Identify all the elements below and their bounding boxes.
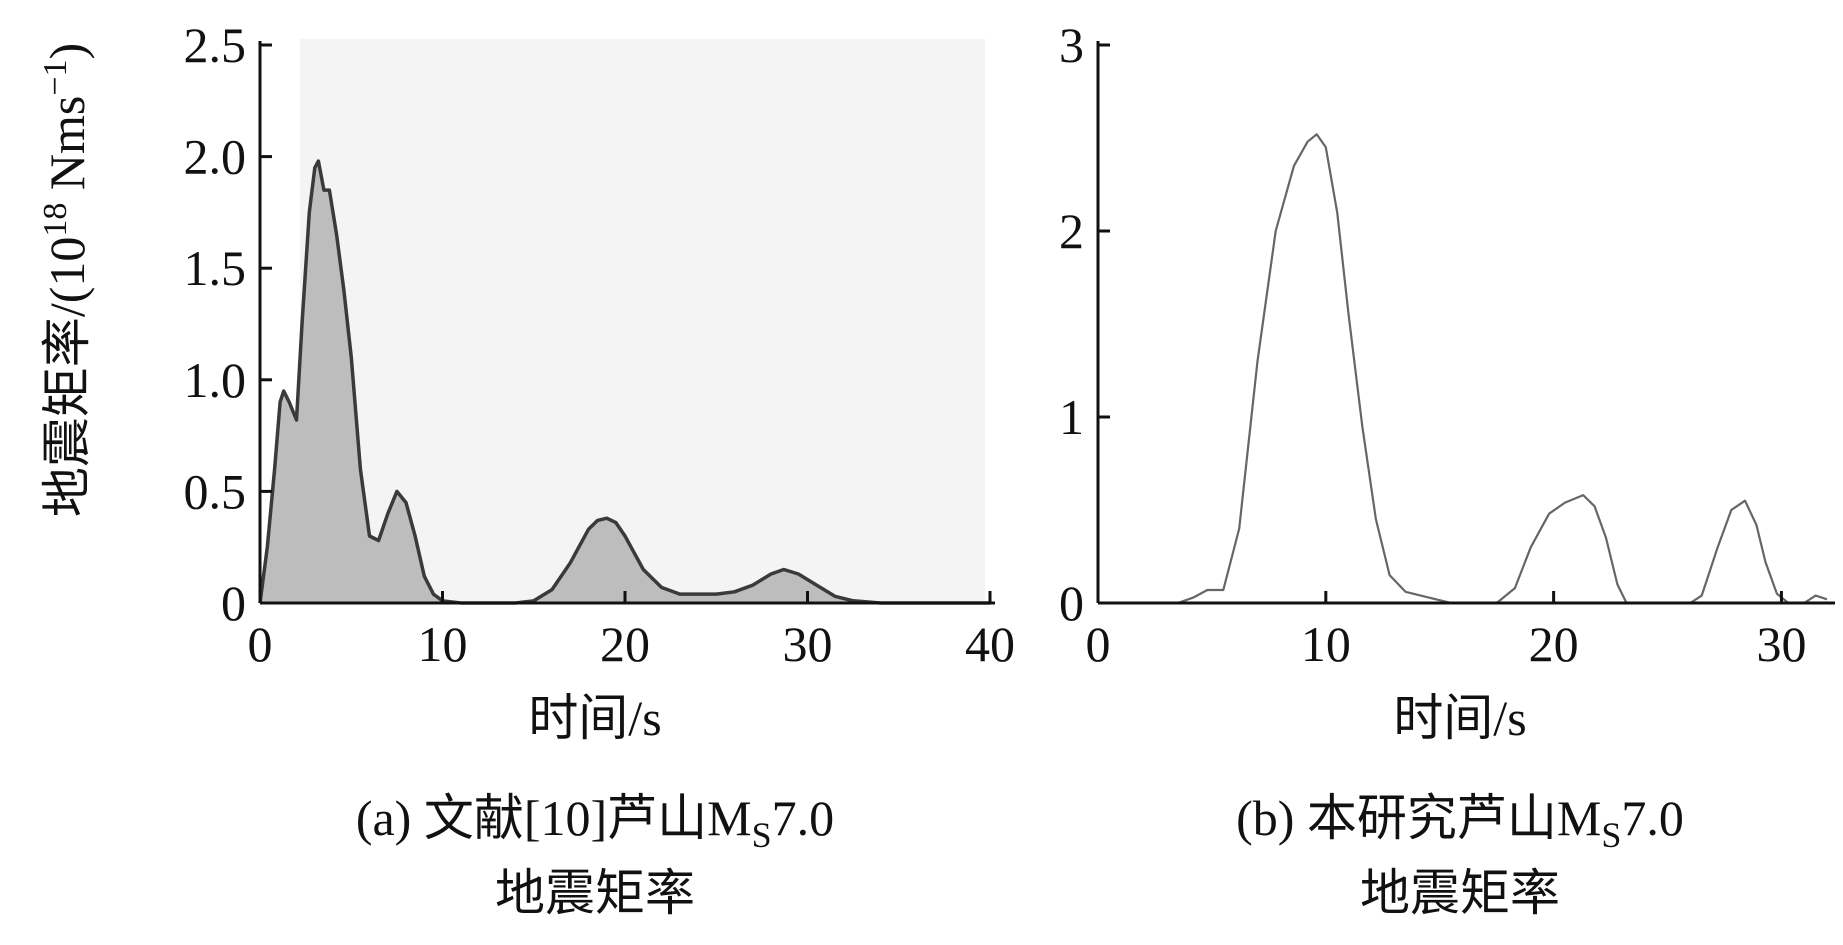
chart-b-x-tick-label: 0: [1086, 616, 1111, 672]
chart-b-x-axis-title: 时间/s: [1393, 690, 1526, 746]
chart-a-x-ticks: 0 10 20 30 40: [248, 591, 1015, 672]
chart-a-y-ticks: 0 0.5 1.0 1.5 2.0 2.5: [184, 17, 272, 631]
chart-b-y-tick-label: 2: [1059, 203, 1084, 259]
chart-b-series: [1098, 133, 1828, 605]
chart-b-x-tick-label: 30: [1756, 616, 1806, 672]
chart-a-x-axis-title: 时间/s: [528, 690, 661, 746]
chart-a-plot-background: [300, 39, 985, 603]
chart-b-y-ticks: 0 1 2 3: [1059, 17, 1110, 631]
chart-a-x-tick-label: 10: [418, 616, 468, 672]
chart-a-y-axis-title: 地震矩率/(1018 Nms−1): [37, 43, 95, 517]
chart-a-y-tick-label: 0.5: [184, 463, 247, 519]
chart-a-y-tick-label: 1.0: [184, 352, 247, 408]
chart-a-y-tick-label: 2.5: [184, 17, 247, 73]
chart-b-caption-line2: 地震矩率: [1360, 865, 1560, 921]
chart-a-x-tick-label: 0: [248, 616, 273, 672]
chart-a-x-tick-label: 40: [965, 616, 1015, 672]
chart-a-x-tick-label: 20: [600, 616, 650, 672]
chart-a-caption-line2: 地震矩率: [495, 865, 695, 921]
chart-b-axes: [1096, 41, 1835, 605]
chart-b-x-tick-label: 10: [1301, 616, 1351, 672]
chart-b-series-line: [1098, 133, 1828, 605]
chart-a-y-tick-label: 1.5: [184, 240, 247, 296]
chart-panel-a: 0 10 20 30 40 0 0.5 1.0 1.5 2.0 2.5 地震矩率/(1018 Nm…: [37, 17, 1015, 921]
chart-b-y-tick-label: 1: [1059, 389, 1084, 445]
chart-b-y-tick-label: 3: [1059, 17, 1084, 73]
chart-a-x-tick-label: 30: [783, 616, 833, 672]
chart-a-axes: [258, 41, 995, 605]
chart-a-area-fill: [260, 161, 990, 603]
chart-a-y-tick-label: 2.0: [184, 129, 247, 185]
chart-b-y-tick-label: 0: [1059, 575, 1084, 631]
chart-a-y-tick-label: 0: [221, 575, 246, 631]
chart-b-x-ticks: 0 10 20 30: [1086, 591, 1806, 672]
chart-b-caption: (b) 本研究芦山MS7.0: [1236, 790, 1684, 855]
chart-a-caption: (a) 文献[10]芦山MS7.0: [356, 790, 834, 855]
chart-b-x-tick-label: 20: [1529, 616, 1579, 672]
chart-panel-b: 0 10 20 30 0 1 2 3 时间/s (b) 本研究芦山MS7.0 地震矩率: [1059, 17, 1835, 921]
